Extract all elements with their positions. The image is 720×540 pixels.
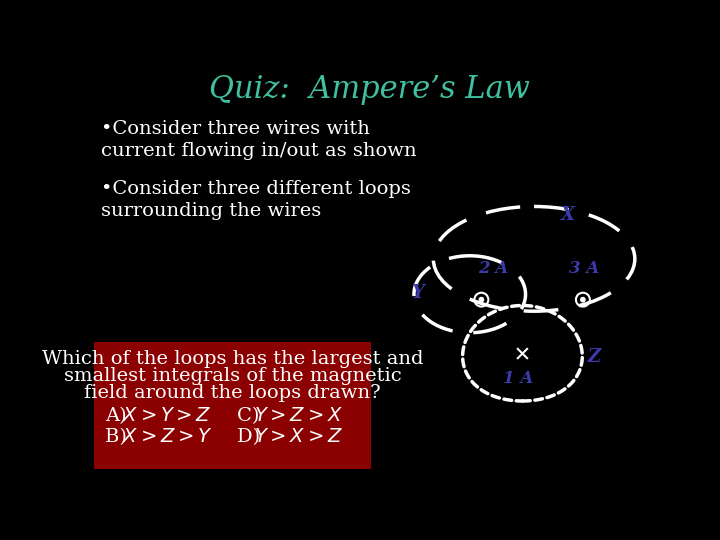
Text: •Consider three wires with
current flowing in/out as shown: •Consider three wires with current flowi… [101, 120, 416, 160]
Text: C): C) [238, 407, 266, 424]
Text: $X > Z > Y$: $X > Z > Y$ [122, 428, 212, 446]
Text: Z: Z [588, 348, 600, 367]
Text: field around the loops drawn?: field around the loops drawn? [84, 383, 381, 402]
Text: •Consider three different loops
surrounding the wires: •Consider three different loops surround… [101, 180, 410, 220]
Text: 1 A: 1 A [503, 370, 534, 388]
Text: 3 A: 3 A [570, 260, 600, 278]
Text: D): D) [238, 428, 266, 446]
Text: Quiz:  Ampere’s Law: Quiz: Ampere’s Law [209, 74, 529, 105]
Text: $Y > Z > X$: $Y > Z > X$ [254, 407, 343, 424]
Text: Which of the loops has the largest and: Which of the loops has the largest and [42, 350, 423, 368]
Circle shape [480, 298, 484, 302]
Text: Y: Y [411, 285, 424, 302]
Text: X: X [561, 206, 575, 224]
Text: 2 A: 2 A [478, 260, 508, 278]
Circle shape [581, 298, 585, 302]
Text: $Y > X > Z$: $Y > X > Z$ [254, 428, 343, 446]
Text: A): A) [104, 407, 132, 424]
Text: $X > Y > Z$: $X > Y > Z$ [122, 407, 212, 424]
Bar [94, 342, 372, 469]
Text: B): B) [104, 428, 133, 446]
Text: smallest integrals of the magnetic: smallest integrals of the magnetic [64, 367, 402, 384]
